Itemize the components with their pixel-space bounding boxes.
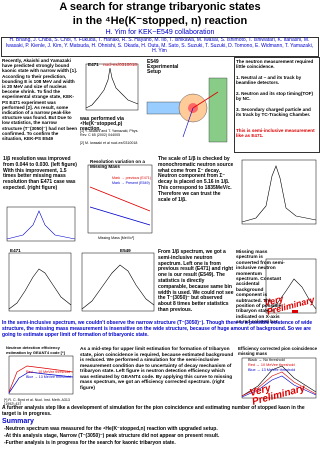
subtitle: in the ⁴He(K⁻stopped, n) reaction [72, 15, 248, 27]
legend-present: Mark → Present (E549) [112, 181, 150, 185]
e471-ref: nucl-ex/0310018 [103, 62, 137, 67]
summary-1: -Neutron spectrum was measured for the ⁴… [4, 426, 218, 432]
e471-spectrum-label: E471 [10, 248, 21, 253]
efficiency-title: Neutron detection efficiency estimation … [6, 345, 65, 355]
resolution-plot [87, 164, 153, 234]
right-legend-red: Red → 10 MeVee threshold [248, 363, 295, 367]
setup-diagram [146, 77, 228, 143]
e549-spectrum-label: E549 [120, 248, 131, 253]
efficiency-ref: [*] R. C. Byrd et al. Nucl. Inst. Meth. … [4, 398, 70, 406]
finding: In the semi-inclusive spectrum, we could… [2, 320, 313, 338]
setup-item-1: 1. Neutral at ~ and its track by beamlin… [236, 75, 302, 86]
authors: H. Bhang, J. Chiba, S. Choi, Y. Fukuda, … [5, 37, 314, 55]
title: A search for strange tribaryonic states [59, 1, 261, 13]
summary-heading: Summary [2, 418, 34, 425]
setup-closing: This is semi-inclusive measurement like … [236, 128, 315, 139]
resolution-text: 1/β resolution was improved from 0.044 t… [3, 156, 77, 191]
mm-text: Missing mass spectrum is converted from … [236, 250, 285, 326]
resolution-plot-title: Resolution variation on a Missing Mass [90, 159, 145, 170]
setup-note: The neutron measurement required little … [236, 59, 314, 70]
eff-legend-red: Red → 10 MeVee threshold [26, 370, 71, 374]
scale-text: The scale of 1/β is checked by monochrom… [158, 156, 234, 203]
intro-text: Recently, Akaishi and Yamazaki have pred… [2, 58, 78, 142]
caption: was performed via ⁴He(K⁻stopped,p) react… [80, 116, 124, 133]
corrected-plot [241, 357, 317, 399]
resolution-xlabel: Missing Mass [MeV/c²] [98, 236, 135, 240]
eff-legend-blue: Blue → 13 MeVee threshold [26, 375, 71, 379]
setup-item-3: 3. Secondary charged particle and its tr… [236, 107, 311, 118]
e549-spectrum [81, 252, 155, 312]
beta-plot [6, 206, 76, 242]
right-legend-blue: Blue → 13 MeVee threshold [248, 368, 296, 372]
right-title: Efficiency corrected pion coincidence mi… [238, 346, 318, 357]
ref-2: [2] M. Iwasaki et al nucl-ex/0310018 [80, 141, 138, 145]
ref-1: [1] Y. Akaishi and T. Yamazaki, Phys. Re… [80, 129, 139, 137]
setup-note-box [234, 57, 320, 153]
legend-prev: Mark → previous (E471) [112, 176, 151, 180]
spectrum-text: From 1/β spectrum, we got a semi-inclusi… [158, 249, 234, 313]
setup-title: E549 Experimental Setup [147, 59, 179, 76]
summary-3: -Further analysis is in progress for the… [4, 440, 176, 446]
e471-label: E471 [88, 62, 99, 67]
outlook: A further analysis step like a developme… [2, 405, 305, 417]
presenter: H. Yim for KEK−E549 collaboration [105, 29, 215, 36]
summary-2: -At this analysis stage, Narrow (T⁻(3050… [4, 433, 220, 439]
mm-plot [265, 258, 317, 314]
right-legend-black: Black → No threshold [248, 358, 285, 362]
e471-plot [85, 63, 139, 111]
authors-box [1, 37, 319, 57]
scale-plot [241, 159, 317, 225]
efficiency-plot [8, 355, 74, 395]
e471-spectrum [8, 252, 72, 312]
setup-item-2: 2. Neutron and its stop timing(TOF) by N… [236, 91, 313, 102]
efficiency-text: As a mid-step for upper limit estimation… [80, 347, 234, 391]
